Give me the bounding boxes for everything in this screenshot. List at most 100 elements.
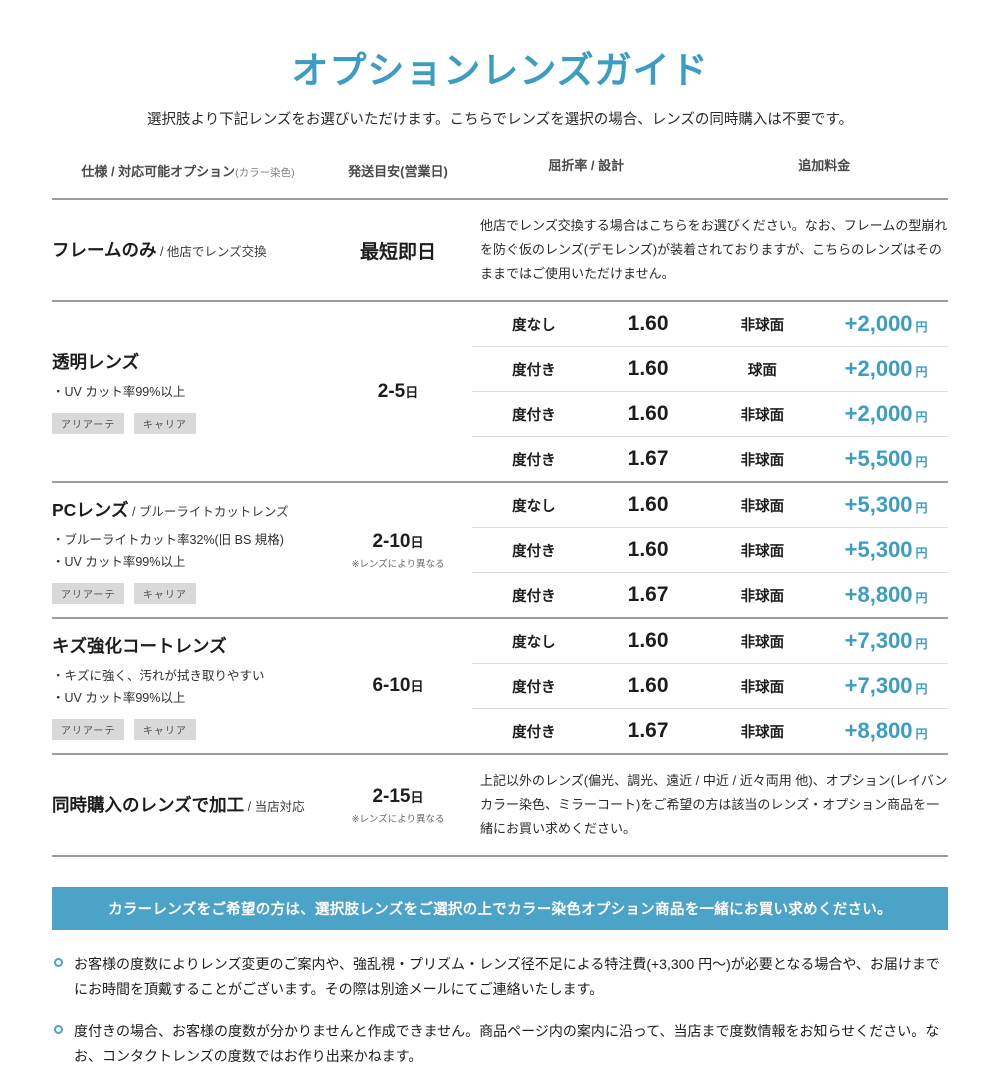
tag-badge: キャリア	[133, 582, 196, 604]
header-index: 屈折率 / 設計	[548, 158, 625, 173]
table-header-row: 仕様 / 対応可能オプション(カラー染色) 発送目安(営業日) 屈折率 / 設計…	[52, 155, 948, 199]
header-spec-small: (カラー染色)	[235, 167, 295, 179]
spec-index: 1.60	[595, 391, 701, 437]
ship-value: 2-10	[372, 530, 411, 552]
spec-price-value: +7,300	[844, 673, 913, 699]
spec-price-value: +7,300	[844, 628, 913, 654]
row-title: 透明レンズ	[52, 349, 324, 375]
table-row: PCレンズ / ブルーライトカットレンズ ・ブルーライトカット率32%(旧 BS…	[52, 482, 948, 618]
row-tags: アリアーテ キャリア	[52, 413, 324, 435]
spec-index: 1.60	[627, 312, 669, 336]
spec-row: 度付き 1.60 非球面 +5,300 円	[472, 527, 948, 573]
list-item: ・UV カット率99%以上	[52, 554, 186, 569]
row-title-sub: / 他店でレンズ交換	[156, 244, 267, 259]
spec-design: 球面	[700, 346, 825, 392]
spec-design: 非球面	[700, 527, 825, 573]
spec-row: 度なし 1.60 非球面 +5,300 円	[472, 483, 948, 528]
row-free-text: 他店でレンズ交換する場合はこちらをお選びください。なお、フレームの型崩れを防ぐ仮…	[480, 218, 948, 282]
list-item: ・キズに強く、汚れが拭き取りやすい	[52, 668, 265, 683]
notes-list: お客様の度数によりレンズ変更のご案内や、強乱視・プリズム・レンズ径不足による特注…	[52, 952, 948, 1068]
row-title: PCレンズ / ブルーライトカットレンズ	[52, 497, 324, 523]
spec-design: 非球面	[740, 498, 785, 515]
spec-price-unit: 円	[915, 637, 928, 652]
page-title: オプションレンズガイド	[291, 50, 709, 91]
header-spec-cell: 仕様 / 対応可能オプション(カラー染色)	[52, 155, 324, 199]
row-ship: 2-15日 ※レンズにより異なる	[324, 754, 472, 856]
spec-price-value: +2,000	[844, 401, 913, 427]
row-ship: 2-10日 ※レンズにより異なる	[324, 482, 472, 618]
spec-price-unit: 円	[915, 365, 928, 380]
spec-price-unit: 円	[915, 455, 928, 470]
spec-degree: 度付き	[472, 572, 596, 618]
page-subtitle: 選択肢より下記レンズをお選びいただけます。こちらでレンズを選択の場合、レンズの同…	[146, 112, 853, 128]
ship-note: ※レンズにより異なる	[351, 813, 445, 825]
ship-unit: 日	[410, 679, 424, 695]
header-spec-label: 仕様 / 対応可能オプション	[81, 164, 236, 179]
spec-price: +7,300 円	[824, 619, 948, 664]
spec-degree: 度付き	[472, 527, 596, 573]
spec-design: 非球面	[740, 317, 785, 334]
row-title-main: 透明レンズ	[52, 352, 140, 373]
spec-price: +8,800 円	[824, 708, 948, 754]
ship-value: 6-10	[372, 675, 411, 697]
spec-index: 1.60	[595, 663, 701, 709]
row-tags: アリアーテ キャリア	[52, 718, 324, 740]
row-bullets: ・キズに強く、汚れが拭き取りやすい ・UV カット率99%以上	[52, 666, 324, 710]
table-row: キズ強化コートレンズ ・キズに強く、汚れが拭き取りやすい ・UV カット率99%…	[52, 618, 948, 754]
note-item: お客様の度数によりレンズ変更のご案内や、強乱視・プリズム・レンズ径不足による特注…	[52, 952, 948, 1001]
row-title: キズ強化コートレンズ	[52, 633, 324, 659]
spec-price-value: +5,500	[844, 446, 913, 472]
ship-note: ※レンズにより異なる	[351, 558, 445, 570]
spec-price-unit: 円	[915, 501, 928, 516]
spec-price-unit: 円	[915, 410, 928, 425]
spec-row: 度付き 1.60 球面 +2,000 円	[472, 346, 948, 392]
tag-badge: アリアーテ	[52, 582, 125, 604]
row-detail: 度なし 1.60 非球面 +5,300 円 度付き 1.60 非球面 +5,300…	[472, 482, 948, 618]
row-title-sub: / 当店対応	[244, 800, 305, 815]
tag-badge: キャリア	[133, 718, 196, 740]
table-row: フレームのみ / 他店でレンズ交換 最短即日 他店でレンズ交換する場合はこちらを…	[52, 199, 948, 301]
row-free-text: 上記以外のレンズ(偏光、調光、遠近 / 中近 / 近々両用 他)、オプション(レ…	[480, 773, 948, 837]
row-detail: 度なし 1.60 非球面 +7,300 円 度付き 1.60 非球面 +7,300…	[472, 618, 948, 754]
row-ship: 2-5日	[324, 301, 472, 482]
row-title-main: フレームのみ	[52, 239, 157, 260]
spec-degree: 度付き	[472, 436, 596, 482]
row-description: PCレンズ / ブルーライトカットレンズ ・ブルーライトカット率32%(旧 BS…	[52, 482, 324, 618]
table-row: 透明レンズ ・UV カット率99%以上 アリアーテ キャリア 2-5日 度なし …	[52, 301, 948, 482]
spec-price-unit: 円	[915, 591, 928, 606]
spec-design: 非球面	[700, 572, 825, 618]
row-ship: 6-10日	[324, 618, 472, 754]
row-description: キズ強化コートレンズ ・キズに強く、汚れが拭き取りやすい ・UV カット率99%…	[52, 618, 324, 754]
spec-row: 度なし 1.60 非球面 +7,300 円	[472, 619, 948, 664]
spec-design: 非球面	[700, 708, 825, 754]
spec-degree: 度付き	[472, 708, 596, 754]
note-text: お客様の度数によりレンズ変更のご案内や、強乱視・プリズム・レンズ径不足による特注…	[74, 956, 940, 997]
spec-price-value: +5,300	[844, 492, 913, 518]
spec-table: 度なし 1.60 非球面 +7,300 円 度付き 1.60 非球面 +7,300…	[472, 619, 948, 754]
row-description: 透明レンズ ・UV カット率99%以上 アリアーテ キャリア	[52, 301, 324, 482]
row-title: 同時購入のレンズで加工 / 当店対応	[52, 792, 324, 818]
list-item: ・UV カット率99%以上	[52, 690, 186, 705]
spec-price: +7,300 円	[824, 663, 948, 709]
row-title-sub: / ブルーライトカットレンズ	[128, 504, 289, 519]
row-bullets: ・UV カット率99%以上	[52, 382, 324, 404]
row-description: 同時購入のレンズで加工 / 当店対応	[52, 754, 324, 856]
spec-design: 非球面	[700, 391, 825, 437]
spec-row: 度付き 1.67 非球面 +8,800 円	[472, 572, 948, 618]
spec-price: +8,800 円	[824, 572, 948, 618]
ship-unit: 日	[410, 534, 424, 550]
note-item: 度付きの場合、お客様の度数が分かりませんと作成できません。商品ページ内の案内に沿…	[52, 1019, 948, 1068]
option-lens-guide-page: オプションレンズガイド 選択肢より下記レンズをお選びいただけます。こちらでレンズ…	[0, 40, 1000, 1064]
spec-design: 非球面	[700, 436, 825, 482]
ship-unit: 日	[410, 789, 424, 805]
spec-index: 1.67	[595, 708, 701, 754]
ship-value: 2-5	[377, 380, 406, 402]
spec-degree: 度付き	[472, 391, 596, 437]
spec-row: 度付き 1.67 非球面 +8,800 円	[472, 708, 948, 754]
table-bottom-rule	[52, 856, 948, 859]
spec-index: 1.60	[595, 527, 701, 573]
spec-price: +5,500 円	[824, 436, 948, 482]
spec-degree: 度なし	[512, 634, 556, 651]
spec-degree: 度なし	[512, 317, 556, 334]
row-bullets: ・ブルーライトカット率32%(旧 BS 規格) ・UV カット率99%以上	[52, 530, 324, 574]
